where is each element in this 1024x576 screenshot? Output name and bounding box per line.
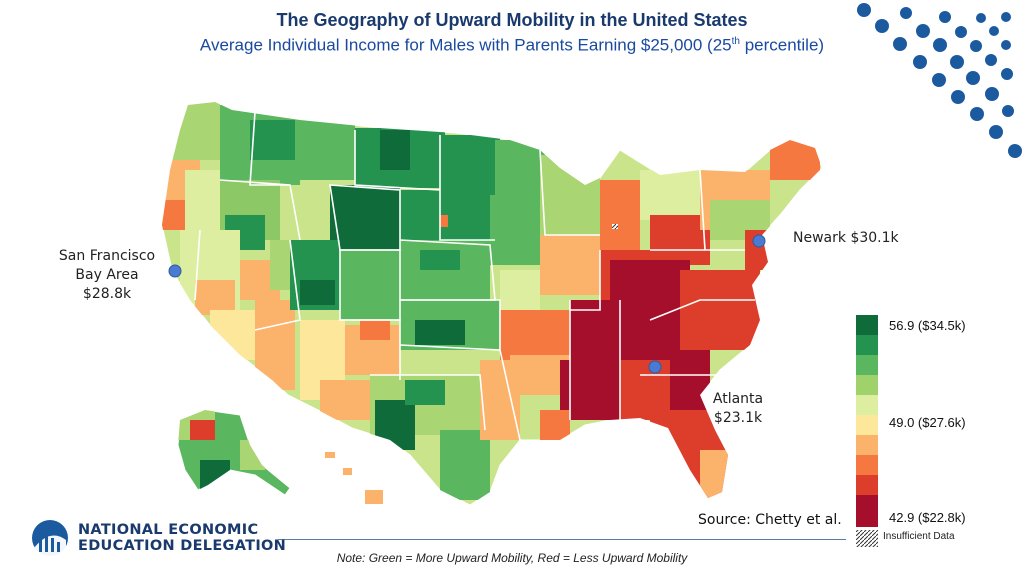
legend-color-bar <box>856 315 878 547</box>
page-title: The Geography of Upward Mobility in the … <box>276 10 748 30</box>
subtitle-sup: th <box>731 36 740 47</box>
hawaii <box>325 452 383 504</box>
logo-line2: EDUCATION DELEGATION <box>78 538 287 554</box>
need-logo-icon <box>32 520 68 556</box>
page-subtitle: Average Individual Income for Males with… <box>0 31 1024 57</box>
atlanta-name: Atlanta <box>712 391 764 407</box>
subtitle-end: percentile) <box>739 35 825 55</box>
legend-insufficient-label: Insufficient Data <box>883 531 955 542</box>
newark-marker[interactable] <box>752 234 766 248</box>
atlanta-label: Atlanta $23.1k <box>708 390 768 428</box>
footer-note: Note: Green = More Upward Mobility, Red … <box>336 551 688 565</box>
sf-name2: Bay Area <box>75 267 139 283</box>
atlanta-marker[interactable] <box>648 360 662 374</box>
sf-label: San Francisco Bay Area $28.8k <box>52 247 162 304</box>
sf-marker[interactable] <box>168 264 182 278</box>
subtitle-main: Average Individual Income for Males with… <box>199 35 732 55</box>
footer-divider <box>278 539 846 540</box>
title-block: The Geography of Upward Mobility in the … <box>0 9 1024 57</box>
sf-name: San Francisco <box>58 248 156 264</box>
logo-line1: NATIONAL ECONOMIC <box>78 522 259 538</box>
legend-top-label: 56.9 ($34.5k) <box>889 318 966 333</box>
legend-bottom-label: 42.9 ($22.8k) <box>889 510 966 525</box>
need-logo-text: NATIONAL ECONOMIC EDUCATION DELEGATION <box>78 522 286 554</box>
newark-label: Newark $30.1k <box>793 229 899 248</box>
mainland-us <box>161 101 823 506</box>
alaska <box>177 409 291 496</box>
legend-mid-label: 49.0 ($27.6k) <box>889 415 966 430</box>
newark-name: Newark <box>793 230 846 246</box>
sf-value: $28.8k <box>82 286 132 302</box>
newark-value: $30.1k <box>850 230 899 246</box>
state-borders <box>194 111 755 441</box>
source-text: Source: Chetty et al. <box>698 512 842 528</box>
decorative-dots <box>857 3 1022 158</box>
atlanta-value: $23.1k <box>713 410 763 426</box>
